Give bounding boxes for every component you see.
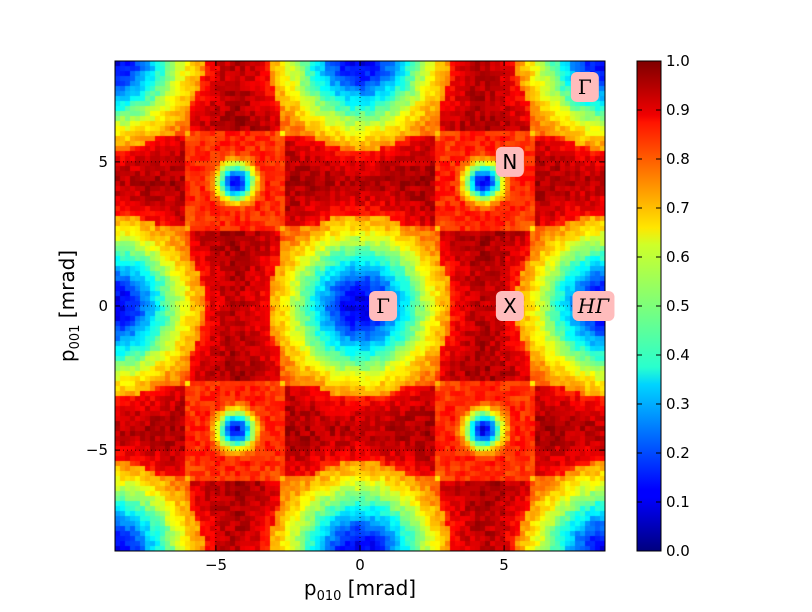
colorbar: 0.0 0.1 0.2 0.3 0.4 0.5 0.6 0.7 0.8 0.9 1.0 — [636, 52, 690, 560]
colorbar-tick-label: 0.0 — [666, 542, 690, 560]
point-label-text: Γ — [376, 294, 390, 318]
point-label-text: Γ — [578, 75, 592, 99]
colorbar-tick-label: 0.5 — [666, 297, 690, 315]
colorbar-tick-label: 0.8 — [666, 150, 690, 168]
colorbar-tick-label: 0.4 — [666, 346, 690, 364]
point-label-box — [572, 291, 615, 321]
point-label-text: N — [502, 150, 517, 174]
y-axis-label-sub: 001 — [68, 325, 83, 350]
y-axis-label-main: p — [55, 349, 79, 362]
x-tick-label: 0 — [355, 556, 365, 574]
colorbar-tick-label: 0.1 — [666, 493, 690, 511]
x-tick-label: 5 — [499, 556, 509, 574]
colorbar-tick-label: 0.2 — [666, 444, 690, 462]
x-tick-labels: −5 0 5 — [205, 556, 509, 574]
y-tick-label: 5 — [98, 153, 108, 171]
point-label: Γ — [369, 291, 398, 321]
point-annotations: Γ X HΓ N Γ — [369, 71, 615, 321]
y-tick-label: −5 — [86, 441, 108, 459]
point-label: N — [495, 146, 524, 177]
colorbar-tick-label: 1.0 — [666, 52, 690, 70]
y-axis-label: p001 [mrad] — [55, 250, 83, 362]
y-tick-label: 0 — [98, 297, 108, 315]
colorbar-tick-label: 0.7 — [666, 199, 690, 217]
colorbar-tick-label: 0.6 — [666, 248, 690, 266]
x-axis-label-sub: 010 — [317, 589, 342, 604]
colorbar-ticks: 0.0 0.1 0.2 0.3 0.4 0.5 0.6 0.7 0.8 0.9 1.0 — [637, 52, 690, 560]
point-label-box — [495, 146, 524, 177]
point-label-box — [495, 291, 524, 321]
colorbar-tick-label: 0.9 — [666, 101, 690, 119]
point-label: X — [495, 291, 524, 321]
point-label-box — [369, 291, 398, 321]
y-tick-labels: 5 0 −5 — [86, 153, 108, 459]
point-label-text: X — [503, 294, 517, 318]
y-axis-label-unit: [mrad] — [55, 250, 79, 325]
x-tick-label: −5 — [205, 556, 227, 574]
x-axis-label-main: p — [304, 576, 317, 600]
colorbar-tick-label: 0.3 — [666, 395, 690, 413]
point-label-box — [570, 71, 599, 102]
point-label: HΓ — [572, 291, 615, 321]
point-label: Γ — [570, 71, 599, 102]
point-label-text: HΓ — [577, 294, 610, 318]
x-axis-label-unit: [mrad] — [341, 576, 416, 600]
x-axis-label: p010 [mrad] — [304, 576, 416, 604]
